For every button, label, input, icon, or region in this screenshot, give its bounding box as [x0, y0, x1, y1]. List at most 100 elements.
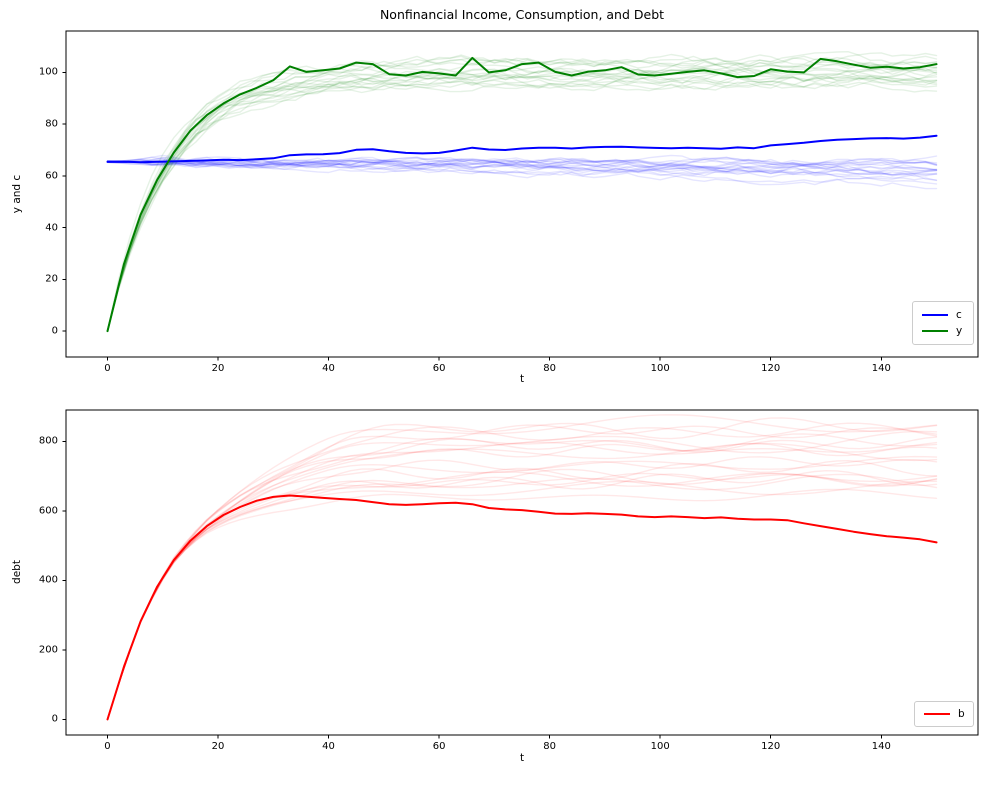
- simulated-path-c: [106, 159, 938, 176]
- bottom-x-axis-label: t: [519, 752, 525, 764]
- simulated-path-c: [106, 156, 938, 171]
- simulated-path-c: [106, 158, 938, 169]
- legend-label-b: b: [958, 707, 965, 720]
- simulated-path-c: [106, 161, 938, 184]
- legend-entry-b: b: [924, 707, 965, 721]
- simulated-path-b: [106, 472, 938, 721]
- simulated-path-y: [106, 78, 938, 332]
- simulated-path-b: [106, 442, 938, 721]
- axes-frame-0: [65, 30, 979, 358]
- y-tick-label: 400: [38, 574, 58, 586]
- simulated-path-y: [106, 70, 938, 332]
- simulated-path-y: [106, 63, 938, 332]
- y-tick-label: 0: [51, 713, 58, 725]
- simulated-path-b: [106, 471, 938, 721]
- y-tick-label: 600: [38, 505, 58, 517]
- simulated-path-y: [106, 66, 938, 332]
- x-tick-label: 100: [650, 741, 670, 752]
- x-tick-label: 100: [650, 363, 670, 374]
- top-y-axis-label: y and c: [11, 174, 23, 214]
- simulated-path-b: [106, 433, 938, 721]
- series-line-b: [106, 494, 938, 721]
- y-tick-label: 0: [51, 325, 58, 337]
- plot-area-1: [106, 414, 938, 721]
- y-tick-label: 80: [45, 118, 58, 130]
- line-swatch-c: [922, 314, 948, 317]
- simulated-path-b: [106, 424, 938, 721]
- simulated-path-y: [106, 52, 938, 332]
- x-tick-label: 140: [871, 363, 891, 374]
- y-tick-label: 100: [38, 66, 58, 78]
- simulated-path-y: [106, 55, 938, 332]
- simulated-path-b: [106, 456, 938, 721]
- line-swatch-b: [924, 713, 950, 715]
- legend-label-y: y: [956, 324, 963, 337]
- simulated-path-c: [106, 154, 938, 168]
- simulated-path-b: [106, 442, 938, 721]
- simulated-path-y: [106, 74, 938, 332]
- x-tick-label: 80: [543, 363, 556, 374]
- x-tick-label: 40: [322, 741, 335, 752]
- y-tick-label: 20: [45, 273, 58, 285]
- plot-title: Nonfinancial Income, Consumption, and De…: [379, 7, 665, 22]
- y-tick-label: 60: [45, 170, 58, 182]
- simulated-path-b: [106, 430, 938, 721]
- simulated-path-c: [106, 160, 938, 172]
- simulated-path-c: [106, 161, 938, 185]
- y-tick-label: 800: [38, 435, 58, 447]
- simulated-path-y: [106, 57, 938, 332]
- simulated-path-b: [106, 473, 938, 721]
- simulated-path-c: [106, 156, 938, 172]
- y-tick-label: 40: [45, 222, 58, 234]
- simulated-path-b: [106, 488, 938, 721]
- simulated-path-y: [106, 67, 938, 332]
- simulated-path-b: [106, 470, 938, 721]
- simulated-path-y: [106, 73, 938, 332]
- simulated-path-y: [106, 54, 938, 332]
- simulated-path-b: [106, 480, 938, 721]
- simulated-path-y: [106, 63, 938, 332]
- simulated-path-c: [106, 159, 938, 181]
- simulated-path-c: [106, 160, 938, 176]
- series-line-y: [106, 56, 938, 333]
- y-tick-label: 200: [38, 644, 58, 656]
- simulated-path-b: [106, 441, 938, 721]
- x-tick-label: 60: [432, 363, 446, 374]
- simulated-path-y: [106, 71, 938, 332]
- legend-bottom: b: [914, 701, 974, 727]
- x-tick-label: 140: [871, 741, 891, 752]
- simulated-path-b: [106, 468, 938, 721]
- simulated-path-c: [106, 161, 938, 176]
- simulated-path-y: [106, 51, 938, 332]
- simulated-path-c: [106, 158, 938, 168]
- top-x-axis-label: t: [519, 373, 525, 385]
- x-tick-label: 20: [211, 363, 225, 374]
- simulated-path-b: [106, 436, 938, 721]
- legend-entry-c: c: [922, 309, 964, 322]
- simulated-path-c: [106, 159, 938, 177]
- simulated-path-b: [106, 422, 938, 721]
- x-tick-label: 60: [432, 741, 446, 752]
- simulated-path-b: [106, 414, 938, 721]
- series-line-c: [106, 134, 938, 164]
- simulated-path-c: [106, 158, 938, 175]
- legend-label-c: c: [956, 308, 962, 321]
- simulated-path-b: [106, 417, 938, 721]
- x-tick-label: 120: [761, 741, 781, 752]
- simulated-path-c: [106, 154, 938, 166]
- x-tick-label: 120: [761, 363, 781, 374]
- x-tick-label: 20: [211, 741, 225, 752]
- x-tick-label: 0: [104, 741, 111, 752]
- bottom-y-axis-label: debt: [11, 560, 23, 584]
- x-tick-label: 80: [543, 741, 556, 752]
- simulated-path-c: [106, 160, 938, 190]
- legend-top: c y: [912, 301, 974, 345]
- legend-entry-y: y: [922, 325, 964, 338]
- simulated-path-y: [106, 72, 938, 332]
- axes-frame-1: [65, 409, 979, 736]
- simulated-path-y: [106, 58, 938, 332]
- x-tick-label: 0: [104, 363, 111, 374]
- x-tick-label: 40: [322, 363, 335, 374]
